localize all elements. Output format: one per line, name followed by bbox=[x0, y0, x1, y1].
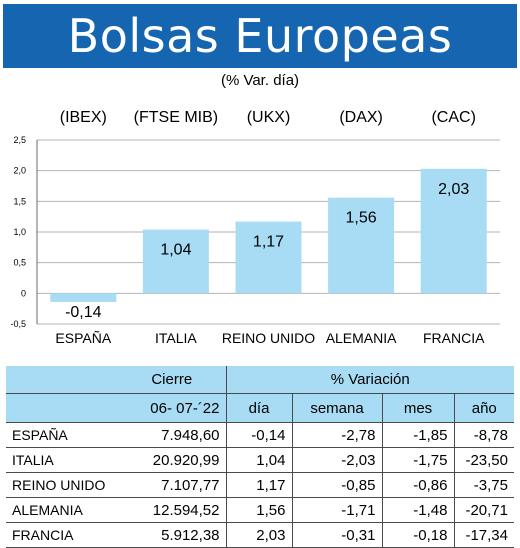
row-mes: -0,86 bbox=[381, 472, 454, 498]
bar bbox=[420, 168, 487, 294]
index-label: (UKX) bbox=[247, 109, 291, 126]
row-cierre: 12.594,52 bbox=[118, 497, 226, 523]
row-ano: -3,75 bbox=[453, 472, 514, 498]
index-label: (CAC) bbox=[431, 109, 475, 126]
bar-value-label: -0,14 bbox=[65, 304, 102, 321]
y-tick-label: 1,5 bbox=[13, 196, 26, 206]
y-tick-label: 0 bbox=[21, 288, 26, 298]
row-cierre: 7.948,60 bbox=[118, 422, 226, 448]
y-tick-label: 0,5 bbox=[13, 258, 26, 268]
header-cierre: Cierre bbox=[118, 366, 226, 394]
table-row: FRANCIA 5.912,38 2,03 -0,31 -0,18 -17,34 bbox=[6, 522, 514, 548]
header-variacion: % Variación bbox=[225, 366, 514, 394]
table-sub-header-row: 06- 07-´22 día semana mes año bbox=[6, 393, 514, 423]
table-corner bbox=[6, 366, 118, 394]
table-row: REINO UNIDO 7.107,77 1,17 -0,85 -0,86 -3… bbox=[6, 472, 514, 498]
row-semana: -2,78 bbox=[291, 422, 382, 448]
index-label: (DAX) bbox=[339, 109, 383, 126]
row-ano: -8,78 bbox=[453, 422, 514, 448]
stock-table: Cierre % Variación 06- 07-´22 día semana… bbox=[6, 366, 514, 548]
y-tick-label: 2,0 bbox=[13, 166, 26, 176]
row-country: ALEMANIA bbox=[6, 497, 118, 523]
row-ano: -23,50 bbox=[453, 447, 514, 473]
title-banner: Bolsas Europeas bbox=[3, 4, 517, 68]
row-dia: -0,14 bbox=[225, 422, 292, 448]
header-mes: mes bbox=[381, 393, 454, 423]
y-tick-label: -0,5 bbox=[10, 319, 26, 329]
table-row: ALEMANIA 12.594,52 1,56 -1,71 -1,48 -20,… bbox=[6, 497, 514, 523]
row-mes: -0,18 bbox=[381, 522, 454, 548]
row-cierre: 7.107,77 bbox=[118, 472, 226, 498]
x-category-label: FRANCIA bbox=[423, 330, 485, 346]
bar bbox=[50, 293, 117, 302]
index-label: (FTSE MIB) bbox=[134, 109, 218, 126]
y-tick-label: 1,0 bbox=[13, 227, 26, 237]
x-category-label: ALEMANIA bbox=[326, 330, 397, 346]
table-group-header-row: Cierre % Variación bbox=[6, 366, 514, 394]
row-country: ESPAÑA bbox=[6, 422, 118, 448]
row-semana: -1,71 bbox=[291, 497, 382, 523]
header-dia: día bbox=[225, 393, 292, 423]
bar-value-label: 1,04 bbox=[160, 242, 191, 259]
header-ano: año bbox=[453, 393, 514, 423]
bar-value-label: 2,03 bbox=[438, 181, 469, 198]
bar bbox=[328, 197, 395, 294]
row-cierre: 20.920,99 bbox=[118, 447, 226, 473]
x-category-label: ITALIA bbox=[155, 330, 197, 346]
x-category-label: REINO UNIDO bbox=[222, 330, 315, 346]
bar-chart: 2,5 2,0 1,5 1,0 0,5 0 -0,5 -0,14 (IBEX) ESPAÑA 1,0… bbox=[10, 109, 500, 346]
bar bbox=[142, 229, 209, 294]
row-semana: -2,03 bbox=[291, 447, 382, 473]
row-semana: -0,31 bbox=[291, 522, 382, 548]
header-date: 06- 07-´22 bbox=[118, 393, 226, 423]
row-ano: -20,71 bbox=[453, 497, 514, 523]
row-mes: -1,75 bbox=[381, 447, 454, 473]
page-title: Bolsas Europeas bbox=[67, 9, 453, 63]
x-category-label: ESPAÑA bbox=[55, 330, 111, 346]
row-mes: -1,85 bbox=[381, 422, 454, 448]
row-dia: 2,03 bbox=[225, 522, 292, 548]
y-tick-label: 2,5 bbox=[13, 135, 26, 145]
bar-value-label: 1,17 bbox=[253, 234, 284, 251]
row-country: ITALIA bbox=[6, 447, 118, 473]
row-cierre: 5.912,38 bbox=[118, 522, 226, 548]
table-corner-2 bbox=[6, 393, 118, 423]
chart-subtitle: (% Var. día) bbox=[220, 72, 300, 89]
bar bbox=[235, 221, 302, 294]
row-dia: 1,56 bbox=[225, 497, 292, 523]
row-semana: -0,85 bbox=[291, 472, 382, 498]
table-row: ITALIA 20.920,99 1,04 -2,03 -1,75 -23,50 bbox=[6, 447, 514, 473]
index-label: (IBEX) bbox=[60, 109, 107, 126]
header-semana: semana bbox=[291, 393, 382, 423]
table-row: ESPAÑA 7.948,60 -0,14 -2,78 -1,85 -8,78 bbox=[6, 422, 514, 448]
row-dia: 1,17 bbox=[225, 472, 292, 498]
row-dia: 1,04 bbox=[225, 447, 292, 473]
row-country: REINO UNIDO bbox=[6, 472, 118, 498]
bar-value-label: 1,56 bbox=[346, 210, 377, 227]
row-mes: -1,48 bbox=[381, 497, 454, 523]
row-country: FRANCIA bbox=[6, 522, 118, 548]
row-ano: -17,34 bbox=[453, 522, 514, 548]
